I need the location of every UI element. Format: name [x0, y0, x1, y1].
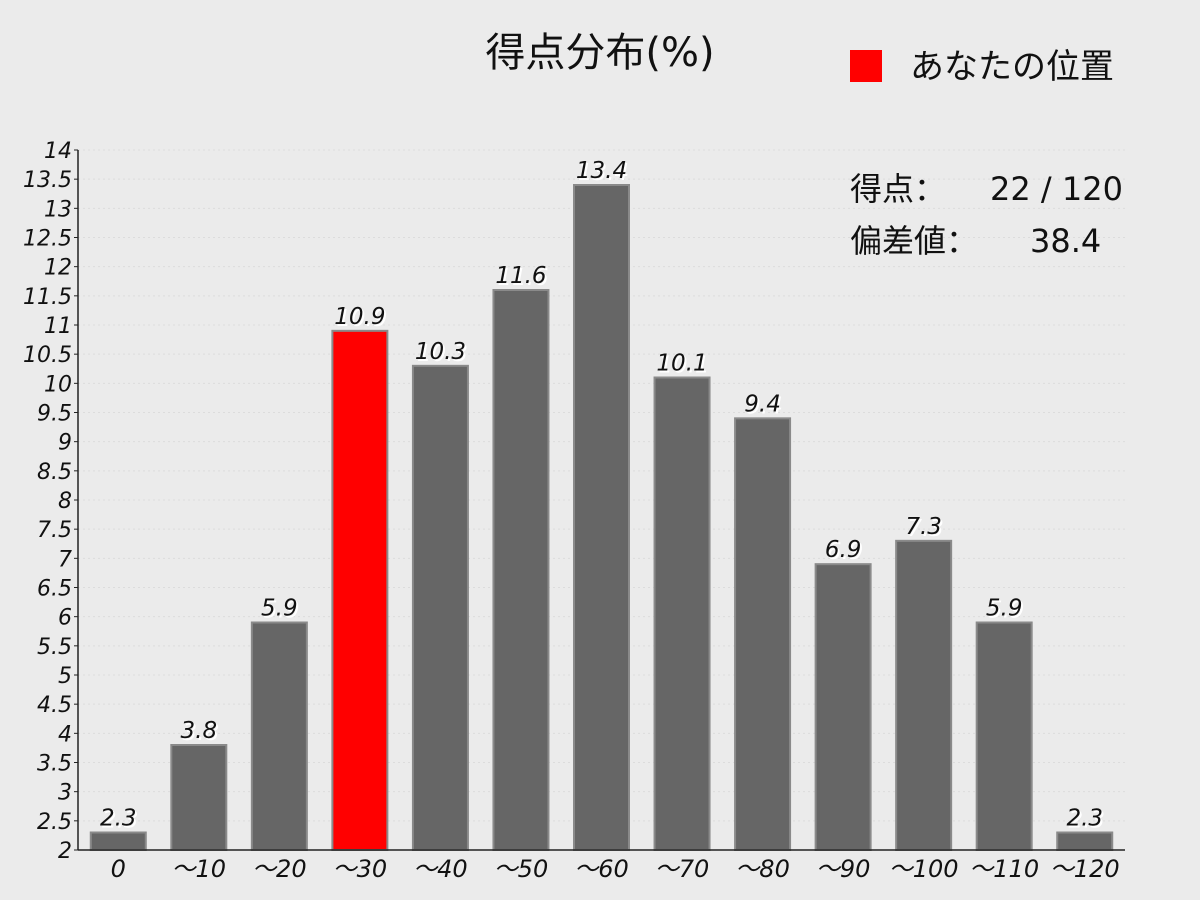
x-tick-labels: 0 ～10 ～20 ～30 ～40 ～50 ～60 ～70 ～80 ～90 ～100 ～110 ～120 [111, 855, 1120, 883]
legend-label: あなたの位置 [910, 47, 1114, 87]
bar [1056, 831, 1114, 851]
y-tick-label: 3.5 [37, 752, 72, 777]
data-label-shadow: 6.9 [827, 539, 864, 565]
bar [250, 621, 308, 851]
y-tick-label: 10 [44, 372, 72, 397]
bar [411, 364, 469, 851]
y-tick-label: 4.5 [37, 693, 72, 718]
x-tick-label: ～40 [413, 855, 468, 883]
data-label-shadow: 3.8 [183, 720, 220, 746]
x-tick-label: ～110 [969, 855, 1039, 883]
data-label: 2.3 [1066, 806, 1103, 832]
y-tick-label: 4 [58, 722, 72, 747]
y-tick-label: 13.5 [23, 168, 72, 193]
bar [89, 831, 147, 851]
y-tick-label: 9 [58, 431, 72, 456]
data-label: 2.3 [100, 806, 137, 832]
y-tick-label: 7.5 [37, 518, 72, 543]
bar [573, 184, 630, 851]
data-label: 7.3 [905, 514, 942, 540]
deviation-label: 偏差値： [850, 222, 978, 260]
x-tick-label: ～50 [494, 855, 549, 883]
x-tick-label: ～90 [816, 855, 871, 883]
bar [170, 744, 228, 851]
y-tick-label: 8 [58, 489, 72, 514]
data-label: 11.6 [495, 263, 546, 289]
data-label-shadow: 5.9 [988, 598, 1025, 624]
score-value: 22 / 120 [990, 170, 1123, 208]
data-label-shadow: 10.3 [417, 341, 468, 367]
y-tick-label: 6.5 [37, 577, 72, 602]
y-tick-label: 8.5 [37, 460, 72, 485]
data-label-shadow: 2.3 [102, 808, 139, 834]
chart-title: 得点分布(%) [485, 30, 714, 76]
data-label: 5.9 [261, 596, 298, 622]
y-tick-label: 2.5 [37, 810, 72, 835]
y-tick-labels: 2 2.5 3 3.5 4 4.5 5 5.5 6 6.5 7 7.5 8 8.5 9 9.5 10 10.5 11… [23, 139, 78, 864]
bar [492, 289, 550, 851]
bar [895, 539, 953, 851]
data-label-shadow: 2.3 [1068, 808, 1105, 834]
y-tick-label: 11.5 [23, 285, 72, 310]
bar [734, 417, 792, 851]
legend-swatch [850, 50, 882, 82]
bar-highlight [331, 329, 389, 852]
y-tick-label: 14 [44, 139, 72, 164]
y-tick-label: 3 [58, 781, 72, 806]
x-tick-label: 0 [111, 855, 126, 883]
y-tick-label: 7 [58, 547, 72, 572]
data-label-shadow: 10.9 [336, 306, 387, 332]
x-tick-label: ～120 [1050, 855, 1120, 883]
y-tick-label: 10.5 [23, 343, 72, 368]
y-tick-label: 5.5 [37, 635, 72, 660]
data-label-shadow: 13.4 [578, 160, 629, 186]
y-tick-label: 12 [44, 256, 72, 281]
data-label: 9.4 [744, 391, 781, 417]
x-tick-label: ～70 [655, 855, 710, 883]
y-tick-label: 9.5 [37, 402, 72, 427]
data-label: 13.4 [576, 158, 627, 184]
data-label-shadow: 5.9 [263, 598, 300, 624]
bar [814, 563, 872, 852]
x-tick-label: ～30 [333, 855, 388, 883]
data-label: 10.9 [334, 304, 385, 330]
y-tick-label: 13 [44, 197, 72, 222]
data-label: 10.1 [656, 351, 707, 377]
bars [89, 184, 1114, 852]
data-label-shadow: 7.3 [907, 516, 944, 542]
data-label: 10.3 [415, 339, 466, 365]
data-label: 5.9 [986, 596, 1023, 622]
data-label-shadow: 10.1 [658, 353, 709, 379]
bar [975, 621, 1033, 851]
y-tick-label: 2 [58, 839, 72, 864]
x-tick-label: ～10 [172, 855, 227, 883]
y-tick-label: 11 [44, 314, 72, 339]
x-tick-label: ～60 [574, 855, 629, 883]
y-tick-label: 5 [58, 664, 72, 689]
x-tick-label: ～100 [889, 855, 959, 883]
data-label-shadow: 9.4 [746, 393, 783, 419]
y-tick-label: 12.5 [23, 227, 72, 252]
score-info: 得点： 22 / 120 偏差値： 38.4 [850, 170, 1123, 260]
data-label: 6.9 [825, 537, 862, 563]
data-labels: 2.32.33.83.85.95.910.910.910.310.311.611… [100, 158, 1105, 834]
x-tick-label: ～20 [252, 855, 307, 883]
deviation-value: 38.4 [1030, 222, 1101, 260]
data-label: 3.8 [181, 718, 218, 744]
bar [653, 376, 711, 851]
data-label-shadow: 11.6 [497, 265, 548, 291]
legend: あなたの位置 [850, 47, 1114, 87]
x-tick-label: ～80 [735, 855, 790, 883]
y-tick-label: 6 [58, 606, 72, 631]
score-label: 得点： [850, 170, 946, 208]
